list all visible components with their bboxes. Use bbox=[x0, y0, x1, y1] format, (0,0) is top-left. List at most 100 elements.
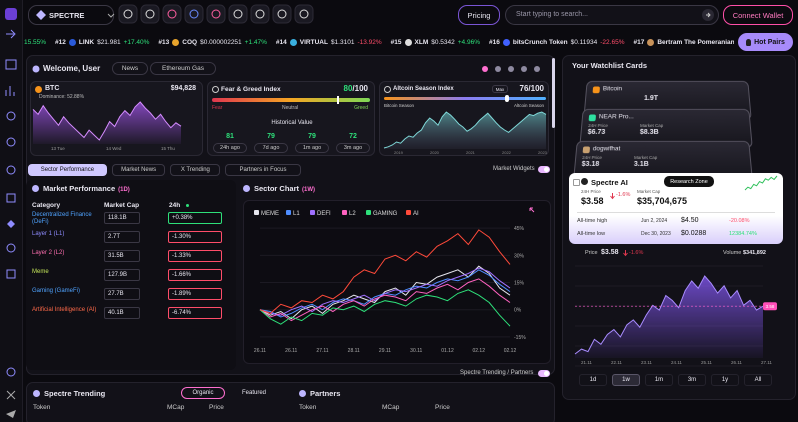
period-button[interactable]: 3m bbox=[678, 374, 706, 386]
icon[interactable] bbox=[5, 59, 17, 70]
nav-icon[interactable] bbox=[184, 4, 204, 24]
altcoin-period[interactable]: Max bbox=[492, 85, 508, 93]
carousel-dot[interactable] bbox=[508, 66, 514, 72]
spectre-card[interactable]: Spectre AI Research Zone 24H Price $3.58 -1.… bbox=[569, 173, 783, 244]
legend-label: GAMING bbox=[373, 211, 398, 217]
research-zone-badge[interactable]: Research Zone bbox=[664, 176, 714, 187]
ticker-change: -22.65% bbox=[600, 38, 625, 46]
fear-greed-title: Fear & Greed Index bbox=[221, 86, 281, 93]
section-tab[interactable]: Sector Performance bbox=[28, 164, 107, 176]
watchlist-card-name: NEAR Pro... bbox=[598, 113, 634, 121]
icon[interactable] bbox=[6, 390, 16, 400]
nav-icon[interactable] bbox=[228, 4, 248, 24]
trending-column: MCap bbox=[167, 404, 185, 411]
period-button[interactable]: 1w bbox=[612, 374, 640, 386]
legend-swatch bbox=[406, 210, 411, 215]
period-text: 1y bbox=[721, 377, 729, 383]
section-tab[interactable]: X Trending bbox=[170, 164, 221, 176]
trending-partners-toggle[interactable] bbox=[538, 370, 550, 377]
fear-greed-label: Fear bbox=[212, 105, 223, 111]
carousel-dot[interactable] bbox=[521, 66, 527, 72]
fear-greed-label: Greed bbox=[354, 105, 368, 111]
market-widgets-toggle[interactable] bbox=[538, 166, 550, 173]
connect-wallet-button[interactable]: Connect Wallet bbox=[723, 5, 793, 25]
welcome-tab[interactable]: Ethereum Gas bbox=[150, 62, 216, 75]
icon[interactable] bbox=[7, 220, 15, 228]
fear-greed-value: 80/100 bbox=[344, 84, 368, 93]
market-cap-box: 40.1B bbox=[104, 307, 140, 319]
price-value: $3.58 bbox=[601, 249, 619, 256]
nav-icon[interactable] bbox=[294, 4, 314, 24]
ticker-item[interactable]: #14 VIRTUAL $1.3101 -13.92% bbox=[275, 38, 382, 46]
section-tab[interactable]: Market News bbox=[111, 164, 166, 176]
search-box[interactable]: Start typing to search... bbox=[505, 5, 719, 25]
category-name: Decentralized Finance (DeFi) bbox=[32, 212, 92, 225]
ticker-rank: #14 bbox=[275, 38, 287, 46]
icon[interactable] bbox=[6, 111, 16, 121]
icon[interactable] bbox=[6, 367, 16, 377]
nav-icon[interactable] bbox=[118, 4, 138, 24]
nav-icon[interactable] bbox=[140, 4, 160, 24]
period-button[interactable]: All bbox=[744, 374, 772, 386]
nav-icon-glyph bbox=[189, 9, 199, 19]
spectre-atl-date: Dec 30, 2023 bbox=[641, 231, 671, 237]
carousel-dot[interactable] bbox=[495, 66, 501, 72]
x-tick-label: 30.11 bbox=[410, 348, 422, 354]
nav-icon[interactable] bbox=[250, 4, 270, 24]
column-header: Category bbox=[32, 202, 61, 209]
ticker-item[interactable]: #15 XLM $0.5342 +4.96% bbox=[390, 38, 480, 46]
icon[interactable] bbox=[6, 243, 16, 253]
watchlist-cap: 3.1B bbox=[633, 160, 649, 168]
ticker-item[interactable]: #12 LINK $21.981 +17.40% bbox=[55, 38, 149, 46]
icon[interactable] bbox=[6, 137, 16, 147]
legend-swatch bbox=[366, 210, 371, 215]
trending-dot bbox=[33, 390, 40, 397]
nav-icon-glyph bbox=[299, 9, 309, 19]
nav-icon-glyph bbox=[211, 9, 221, 19]
search-placeholder: Start typing to search... bbox=[516, 11, 588, 18]
altcoin-right-label: Altcoin Season bbox=[513, 103, 544, 108]
section-tab[interactable]: Partners in Focus bbox=[225, 164, 301, 176]
y-tick-label: 15% bbox=[514, 281, 525, 287]
spectre-drag-handle bbox=[573, 179, 580, 186]
spectre-change: -1.6% bbox=[616, 192, 631, 198]
trending-tab[interactable]: Organic bbox=[181, 387, 225, 399]
expand-icon[interactable] bbox=[529, 207, 535, 213]
ticker-item[interactable]: #13 COQ $0.000002251 +1.47% bbox=[158, 38, 267, 46]
nav-icon[interactable] bbox=[162, 4, 182, 24]
carousel-dot[interactable] bbox=[534, 66, 540, 72]
sector-chart-title: Sector Chart (1W) bbox=[254, 184, 315, 193]
btc-icon-dot bbox=[35, 86, 42, 93]
period-button[interactable]: 1d bbox=[579, 374, 607, 386]
btc-dominance: Dominance: 52.88% bbox=[39, 94, 85, 100]
icon[interactable] bbox=[6, 193, 16, 203]
watchlist-price: $3.18 bbox=[581, 160, 600, 168]
trending-tab[interactable]: Featured bbox=[231, 387, 277, 399]
period-button[interactable]: 1y bbox=[711, 374, 739, 386]
market-performance-panel: Market Performance (1D) Category Market Cap… bbox=[26, 180, 236, 370]
icon[interactable] bbox=[5, 86, 15, 96]
icon[interactable] bbox=[6, 165, 16, 175]
altcoin-icon bbox=[384, 86, 391, 93]
ticker-item[interactable]: #17 Bertram The Pomeranian bbox=[633, 38, 734, 46]
spectre-name: Spectre AI bbox=[591, 178, 628, 187]
carousel-dot[interactable] bbox=[482, 66, 488, 72]
volume-label: Volume bbox=[723, 250, 742, 256]
ticker-rank: #15 bbox=[390, 38, 402, 46]
icon[interactable] bbox=[6, 410, 16, 418]
hot-pairs-button[interactable]: Hot Pairs bbox=[738, 33, 793, 51]
nav-icon[interactable] bbox=[206, 4, 226, 24]
icon[interactable] bbox=[5, 8, 17, 20]
nav-icon[interactable] bbox=[272, 4, 292, 24]
icon[interactable] bbox=[6, 269, 16, 279]
watchlist-cap: $8.3B bbox=[639, 128, 659, 136]
change-value: +0.38% bbox=[172, 215, 193, 221]
y-tick-label: -15% bbox=[514, 335, 526, 341]
welcome-tab[interactable]: News bbox=[112, 62, 148, 75]
fear-greed-label: Neutral bbox=[282, 105, 299, 111]
period-button[interactable]: 1m bbox=[645, 374, 673, 386]
change-box: -1.33% bbox=[168, 250, 222, 262]
icon[interactable] bbox=[6, 29, 16, 39]
ticker-item[interactable]: #16 bitsCrunch Token $0.11934 -22.65% bbox=[489, 38, 625, 46]
pricing-button[interactable]: Pricing bbox=[458, 5, 500, 25]
